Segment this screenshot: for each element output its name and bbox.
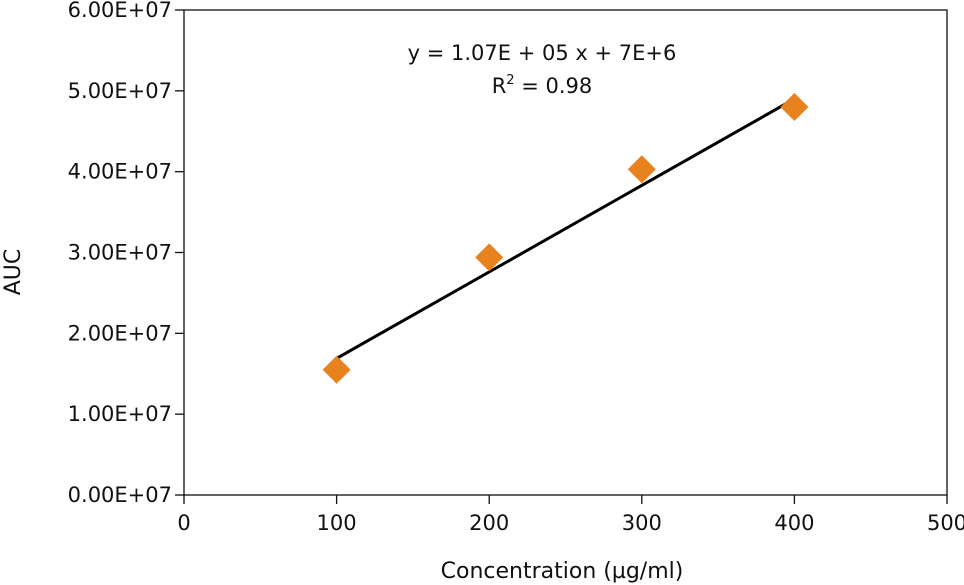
data-point-diamond	[475, 243, 504, 272]
x-tick-label: 100	[317, 511, 357, 535]
trendline	[335, 97, 796, 360]
r2-annotation: R2 = 0.98	[492, 73, 593, 98]
r2-suffix: = 0.98	[515, 74, 593, 98]
y-tick-label: 0.00E+07	[68, 483, 172, 507]
x-tick-label: 500	[927, 511, 964, 535]
y-tick-label: 1.00E+07	[68, 402, 172, 426]
y-tick-label: 5.00E+07	[68, 79, 172, 103]
y-tick-label: 2.00E+07	[68, 321, 172, 345]
x-tick-label: 400	[774, 511, 814, 535]
x-tick-label: 200	[469, 511, 509, 535]
data-point-diamond	[627, 155, 656, 184]
equation-annotation: y = 1.07E + 05 x + 7E+6	[408, 41, 677, 65]
y-tick-label: 4.00E+07	[68, 160, 172, 184]
data-point-diamond	[322, 355, 351, 384]
x-tick-label: 300	[622, 511, 662, 535]
trendline-group	[335, 97, 796, 360]
x-axis-title: Concentration (µg/ml)	[441, 559, 684, 584]
y-axis-ticks: 0.00E+07 1.00E+07 2.00E+07 3.00E+07 4.00E+07…	[68, 0, 184, 507]
r2-superscript: 2	[506, 73, 514, 88]
y-tick-label: 3.00E+07	[68, 241, 172, 265]
r2-prefix: R	[492, 74, 507, 98]
data-point-diamond	[780, 93, 809, 121]
y-axis-title: AUC	[1, 249, 26, 296]
data-points	[322, 93, 809, 384]
x-tick-label: 0	[177, 511, 190, 535]
x-axis-ticks: 0 100 200 300 400 500	[177, 495, 964, 535]
y-tick-label: 6.00E+07	[68, 0, 172, 22]
